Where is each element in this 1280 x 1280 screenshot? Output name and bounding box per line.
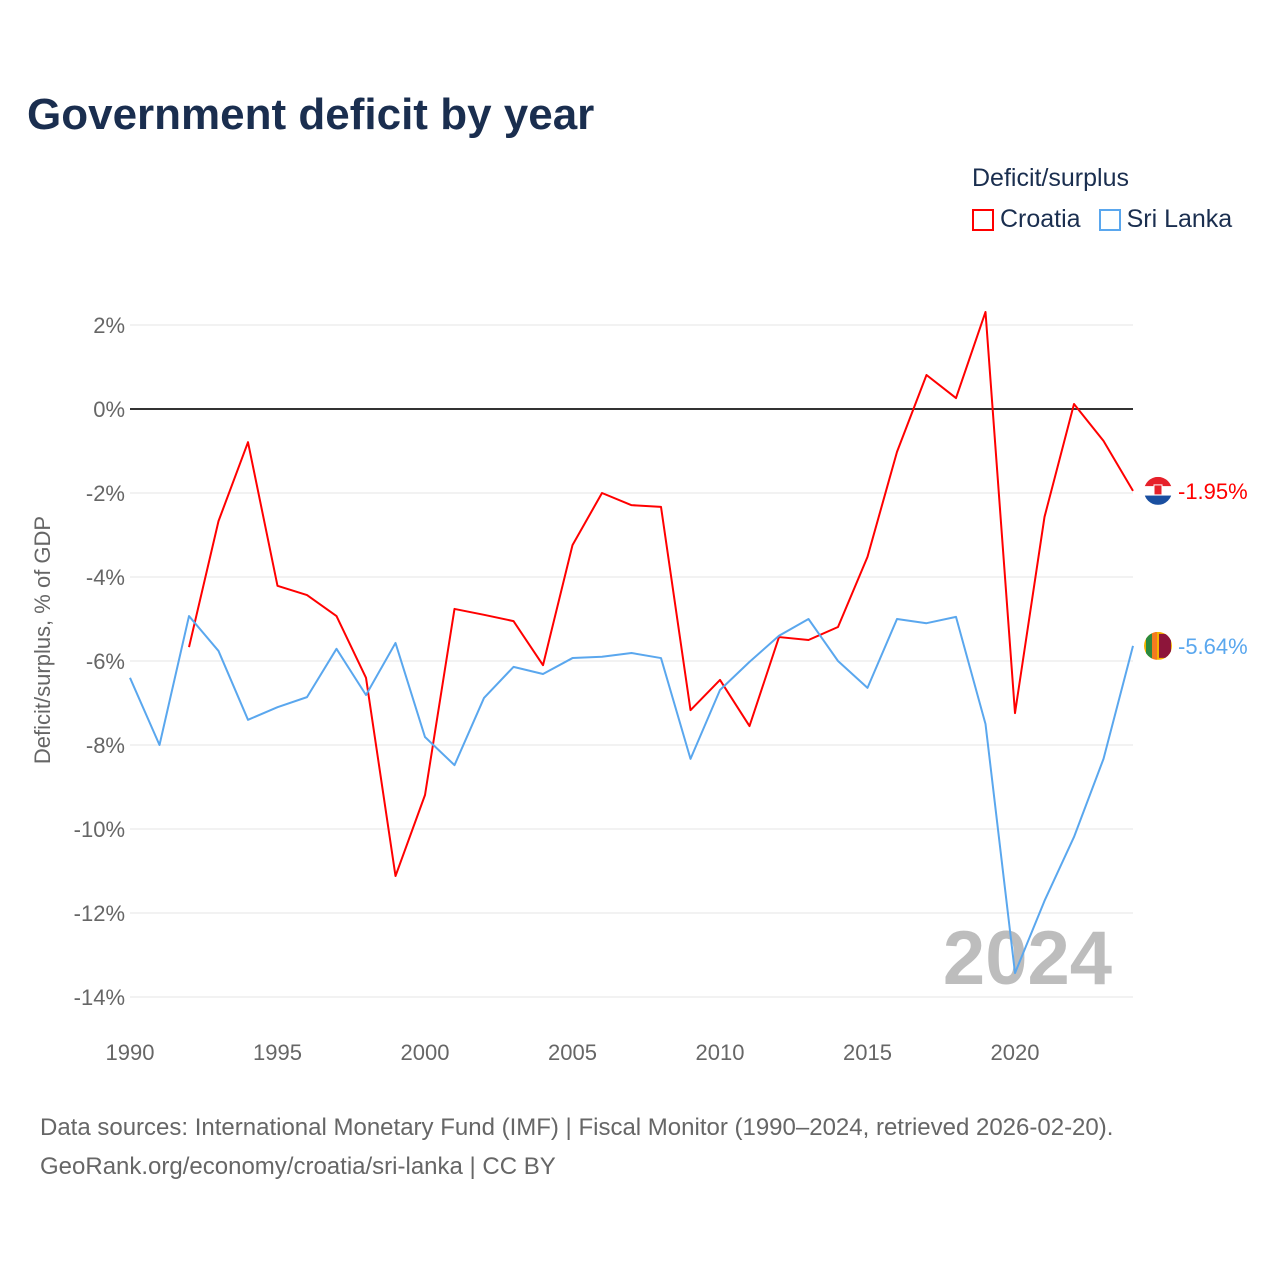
y-tick-label: -14% xyxy=(74,985,125,1010)
croatia-flag-icon xyxy=(1144,476,1172,505)
x-tick-label: 1995 xyxy=(253,1040,302,1065)
legend-item-sri-lanka[interactable]: Sri Lanka xyxy=(1098,205,1233,234)
year-watermark: 2024 xyxy=(943,916,1112,1001)
series-line-croatia xyxy=(188,310,1134,878)
end-value-label: -5.64% xyxy=(1178,634,1248,659)
x-tick-label: 1990 xyxy=(106,1040,155,1065)
x-tick-label: 2015 xyxy=(843,1040,892,1065)
legend-label: Sri Lanka xyxy=(1126,205,1233,233)
legend-swatch xyxy=(972,208,994,231)
end-value-label: -1.95% xyxy=(1178,479,1248,504)
x-tick-label: 2000 xyxy=(401,1040,450,1065)
source-link[interactable]: GeoRank.org/economy/croatia/sri-lanka | … xyxy=(40,1153,556,1180)
x-tick-label: 2010 xyxy=(696,1040,745,1065)
y-tick-label: 0% xyxy=(93,397,125,422)
x-tick-label: 2020 xyxy=(991,1040,1040,1065)
y-tick-label: -12% xyxy=(74,901,125,926)
y-tick-label: -6% xyxy=(86,649,125,674)
y-tick-label: 2% xyxy=(93,313,125,338)
y-axis-label: Deficit/surplus, % of GDP xyxy=(30,516,55,764)
chart-title: Government deficit by year xyxy=(27,90,595,139)
legend-item-croatia[interactable]: Croatia xyxy=(972,205,1081,234)
legend-title: Deficit/surplus xyxy=(972,164,1129,192)
y-tick-label: -2% xyxy=(86,481,125,506)
y-tick-label: -8% xyxy=(86,733,125,758)
series-line-sri-lanka xyxy=(129,615,1134,975)
y-tick-label: -4% xyxy=(86,565,125,590)
legend-label: Croatia xyxy=(1000,205,1081,233)
legend: Croatia Sri Lanka xyxy=(972,205,1232,234)
sri-lanka-flag-icon xyxy=(1144,631,1172,660)
x-tick-label: 2005 xyxy=(548,1040,597,1065)
source-note: Data sources: International Monetary Fun… xyxy=(40,1108,1113,1186)
legend-swatch xyxy=(1098,208,1121,231)
source-line: Data sources: International Monetary Fun… xyxy=(40,1114,1114,1141)
y-tick-label: -10% xyxy=(74,817,125,842)
